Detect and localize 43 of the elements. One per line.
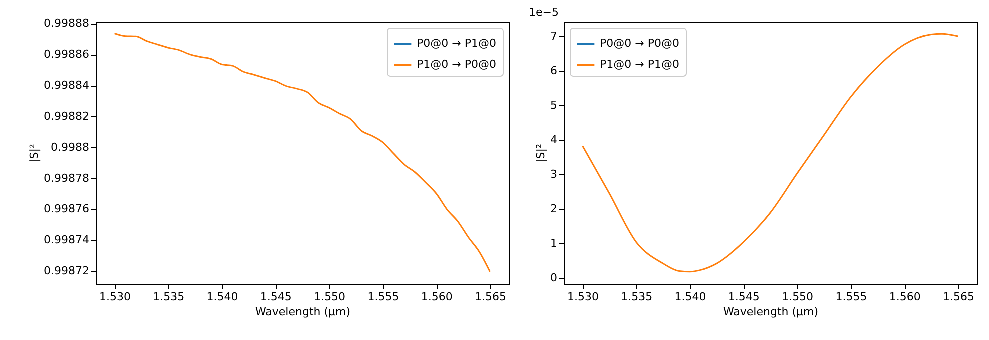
legend-label: P1@0 → P0@0 [417,58,496,71]
x-tick-label: 1.555 [368,290,400,304]
x-tick-label: 1.535 [621,290,653,304]
x-tick-label: 1.535 [153,290,185,304]
x-tick-label: 1.545 [728,290,760,304]
line-series [582,33,959,273]
y-tick-label: 3 [550,168,558,181]
y-tick-label: 0.9988 [51,140,90,154]
x-tick-label: 1.530 [100,290,132,304]
y-tick-label: 7 [550,30,558,43]
y-tick-label: 0.99876 [44,202,90,216]
y-tick-label: 0 [550,271,558,284]
legend-label: P1@0 → P1@0 [600,58,680,71]
x-tick-label: 1.555 [836,290,868,304]
x-tick-label: 1.545 [260,290,292,304]
y-tick-label: 0.99886 [44,48,90,62]
y-tick-label: 0.99882 [44,110,90,123]
y-tick-label: 0.99878 [44,172,90,185]
x-tick-label: 1.530 [568,290,600,304]
y-tick-label: 0.99874 [44,234,90,247]
y-axis-title: |S|² [534,144,548,163]
x-tick-label: 1.565 [942,290,974,304]
x-tick-label: 1.565 [474,290,506,304]
x-tick-label: 1.560 [889,290,921,304]
x-tick-label: 1.540 [206,290,238,304]
x-tick-label: 1.550 [314,290,346,304]
y-tick-label: 5 [550,98,558,112]
legend-label: P0@0 → P0@0 [600,37,680,50]
x-axis-title: Wavelength (μm) [255,306,351,318]
y-tick-label: 2 [550,202,558,216]
y-tick-label: 0.99884 [44,79,90,92]
y-tick-label: 0.99872 [44,264,90,278]
x-tick-label: 1.540 [674,290,706,304]
x-tick-label: 1.550 [782,290,814,304]
text: 1e−5 [529,6,559,19]
y-tick-label: 0.99888 [44,17,90,30]
x-tick-label: 1.560 [421,290,453,304]
y-tick-label: 6 [550,64,558,78]
legend-label: P0@0 → P1@0 [417,37,496,50]
y-tick-label: 1 [550,236,558,250]
y-axis-title: |S|² [28,144,42,163]
x-axis-title: Wavelength (μm) [723,306,819,318]
y-tick-label: 4 [550,133,558,146]
